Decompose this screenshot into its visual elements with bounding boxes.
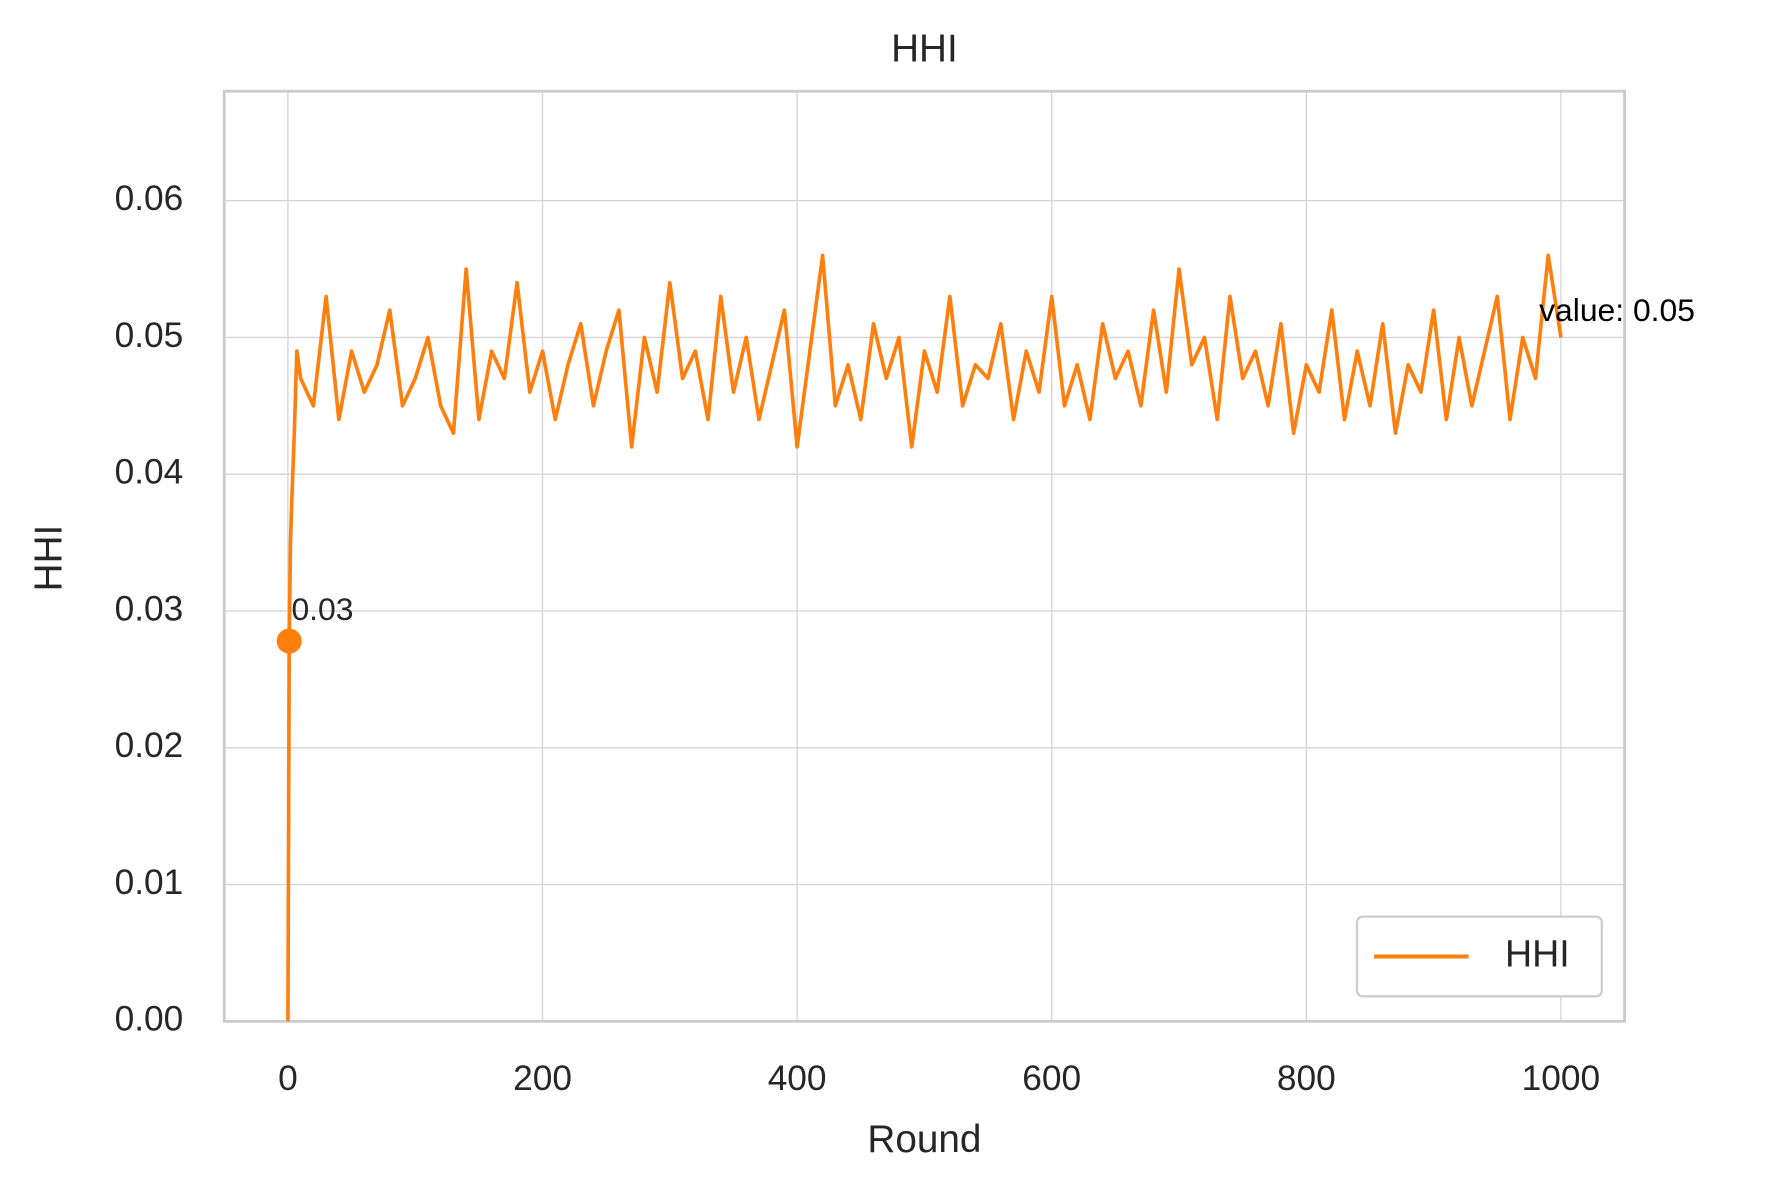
annotation-marker [276,628,302,654]
x-axis-label: Round [867,1118,981,1161]
plot-frame [222,89,1627,1023]
x-tick-label: 0 [278,1059,298,1098]
legend-label: HHI [1505,932,1570,974]
y-tick-label: 0.02 [115,726,184,765]
x-tick-label: 1000 [1522,1059,1600,1098]
y-axis-label: HHI [27,525,70,592]
x-tick-label: 200 [513,1059,572,1098]
x-tick-label: 400 [768,1059,827,1098]
annotation: 0.03 [291,591,353,627]
y-tick-label: 0.03 [115,589,184,628]
y-tick-label: 0.05 [115,316,184,355]
x-tick-label: 600 [1022,1059,1081,1098]
legend-box [1355,915,1603,998]
x-tick-label: 800 [1277,1059,1336,1098]
chart-title: HHI [891,28,958,71]
y-tick-label: 0.06 [115,179,184,218]
y-tick-label: 0.04 [115,453,184,492]
line [286,253,1563,1022]
y-tick-label: 0.00 [115,1000,184,1039]
y-tick-label: 0.01 [115,863,184,902]
annotation: value: 0.05 [1539,292,1695,328]
